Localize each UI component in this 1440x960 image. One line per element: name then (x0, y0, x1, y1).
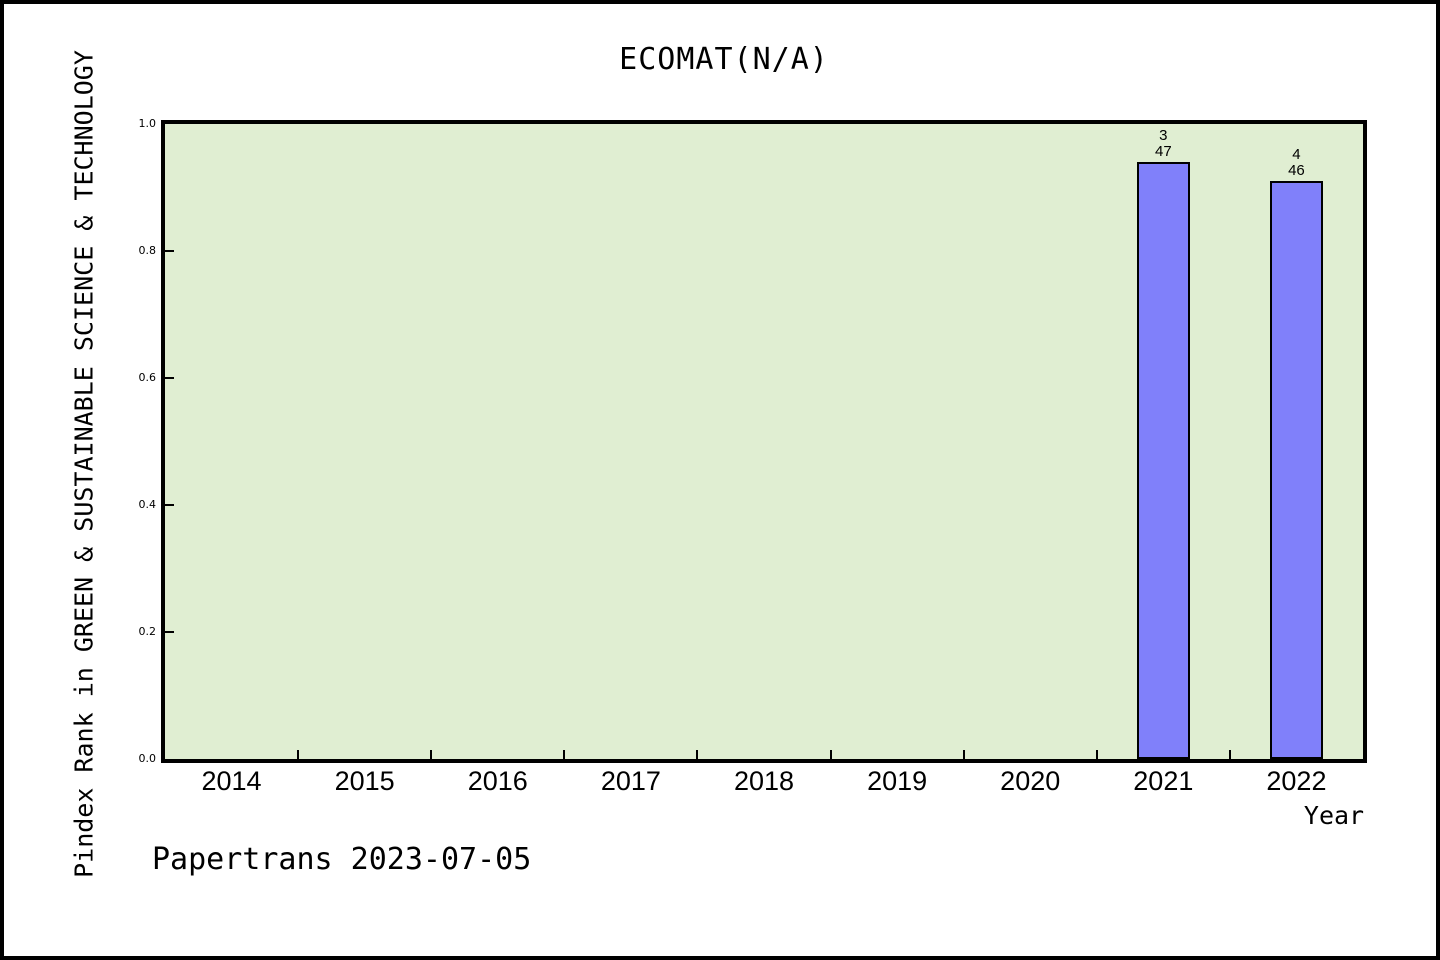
y-tick-label: 0.0 (138, 752, 157, 765)
bar-value-label: 4 46 (1256, 147, 1336, 179)
x-tick-label: 2019 (867, 766, 928, 796)
bar-value-line: 4 (1292, 146, 1301, 164)
footer-text: Papertrans 2023-07-05 (152, 842, 532, 877)
x-axis-tick (829, 750, 832, 759)
x-axis-tick (962, 750, 965, 759)
x-tick-label: 2018 (733, 766, 795, 796)
y-tick-label: 1.0 (138, 117, 157, 130)
x-tick-label: 2017 (600, 766, 661, 796)
chart-title: ECOMAT(N/A) (619, 42, 829, 77)
bar-2021 (1136, 162, 1190, 759)
bar-value-line: 47 (1154, 143, 1172, 161)
plot-area: 3 47 4 46 (161, 120, 1367, 763)
y-axis-tick (165, 377, 174, 379)
x-axis-tick (297, 750, 300, 759)
x-tick-label: 2016 (467, 766, 528, 796)
x-tick-label: 2015 (334, 766, 395, 796)
y-axis-tick (165, 631, 174, 633)
y-tick-label: 0.6 (138, 371, 157, 384)
x-tick-label: 2020 (1000, 766, 1061, 796)
x-tick-label: 2021 (1133, 766, 1194, 796)
bar-value-label: 3 47 (1123, 128, 1203, 160)
x-tick-label: 2022 (1266, 766, 1327, 796)
y-axis-tick (165, 504, 174, 506)
y-tick-label: 0.4 (138, 498, 157, 511)
x-axis-tick (696, 750, 699, 759)
x-axis-label: Year (1303, 801, 1365, 830)
bar-2022 (1269, 181, 1323, 759)
x-axis-tick (1228, 750, 1231, 759)
bar-value-line: 46 (1288, 162, 1305, 180)
y-axis-label: Pindex Rank in GREEN & SUSTAINABLE SCIEN… (69, 50, 99, 878)
y-axis-tick (165, 250, 174, 252)
bar-value-line: 3 (1159, 127, 1168, 145)
x-tick-label: 2014 (201, 766, 262, 796)
x-axis-tick (563, 750, 566, 759)
x-axis-tick (430, 750, 433, 759)
y-tick-label: 0.8 (138, 244, 157, 257)
x-axis-tick (1095, 750, 1098, 759)
y-tick-label: 0.2 (138, 625, 157, 638)
